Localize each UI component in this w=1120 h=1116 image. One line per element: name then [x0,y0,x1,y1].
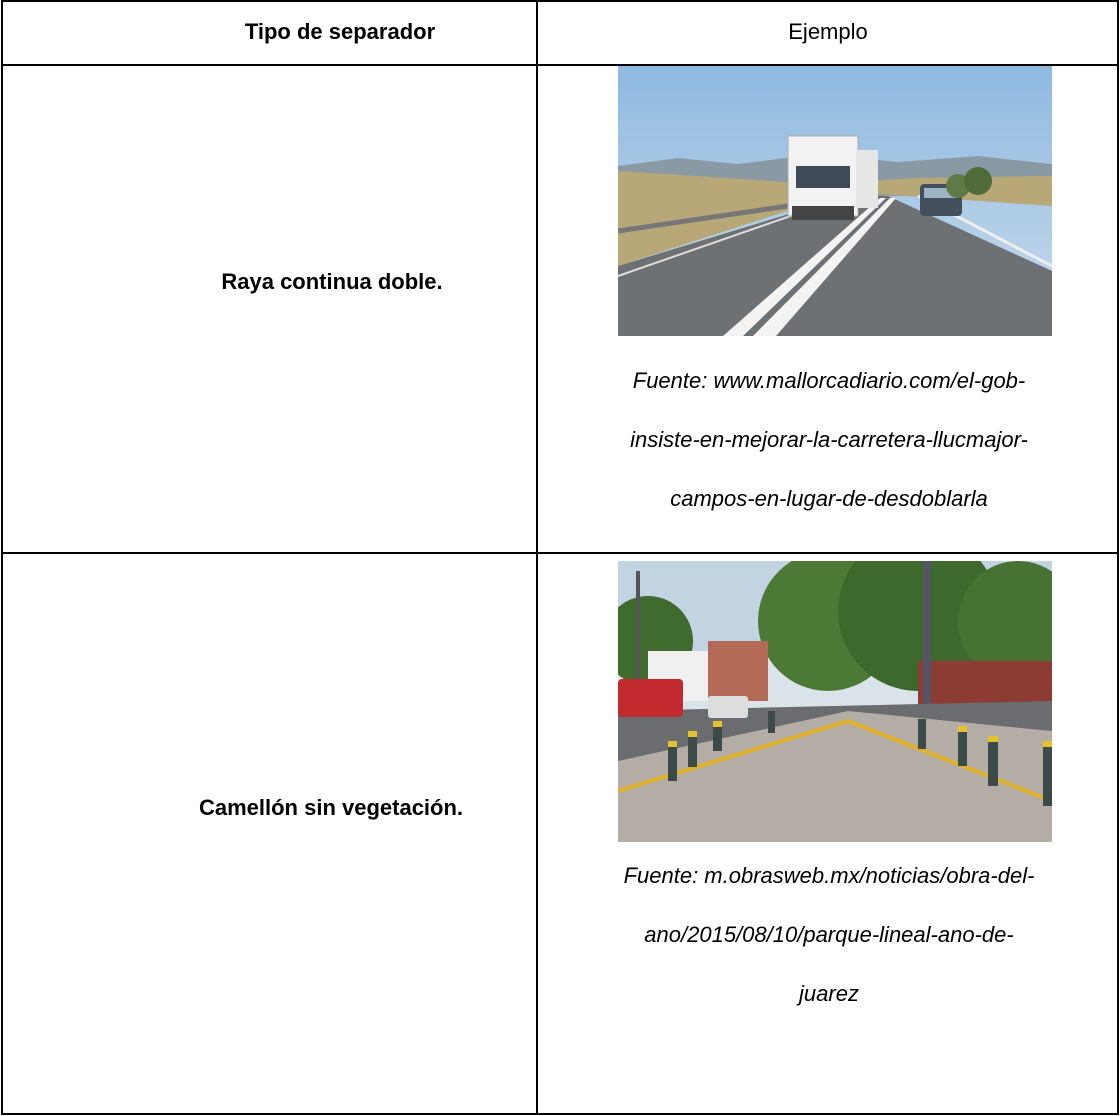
caption: Fuente: www.mallorcadiario.com/el-gob- [632,368,1026,393]
caption: campos-en-lugar-de-desdoblarla [670,486,988,511]
border [536,0,538,1115]
header-cell: Ejemplo [788,19,868,44]
road-photo [618,66,1052,336]
border [1,1113,1119,1115]
border [1,0,3,1115]
border [1117,0,1119,1115]
caption: ano/2015/08/10/parque-lineal-ano-de- [644,922,1014,947]
caption: insiste-en-mejorar-la-carretera-llucmajo… [630,427,1028,452]
caption: juarez [799,981,859,1006]
caption: Fuente: m.obrasweb.mx/noticias/obra-del- [623,863,1035,888]
row-label: Camellón sin vegetación. [198,795,464,820]
border [1,64,1119,66]
median-photo [618,561,1052,842]
border [1,0,1119,2]
border [1,552,1119,554]
header-cell: Tipo de separador [244,19,436,44]
row-label: Raya continua doble. [221,269,443,294]
